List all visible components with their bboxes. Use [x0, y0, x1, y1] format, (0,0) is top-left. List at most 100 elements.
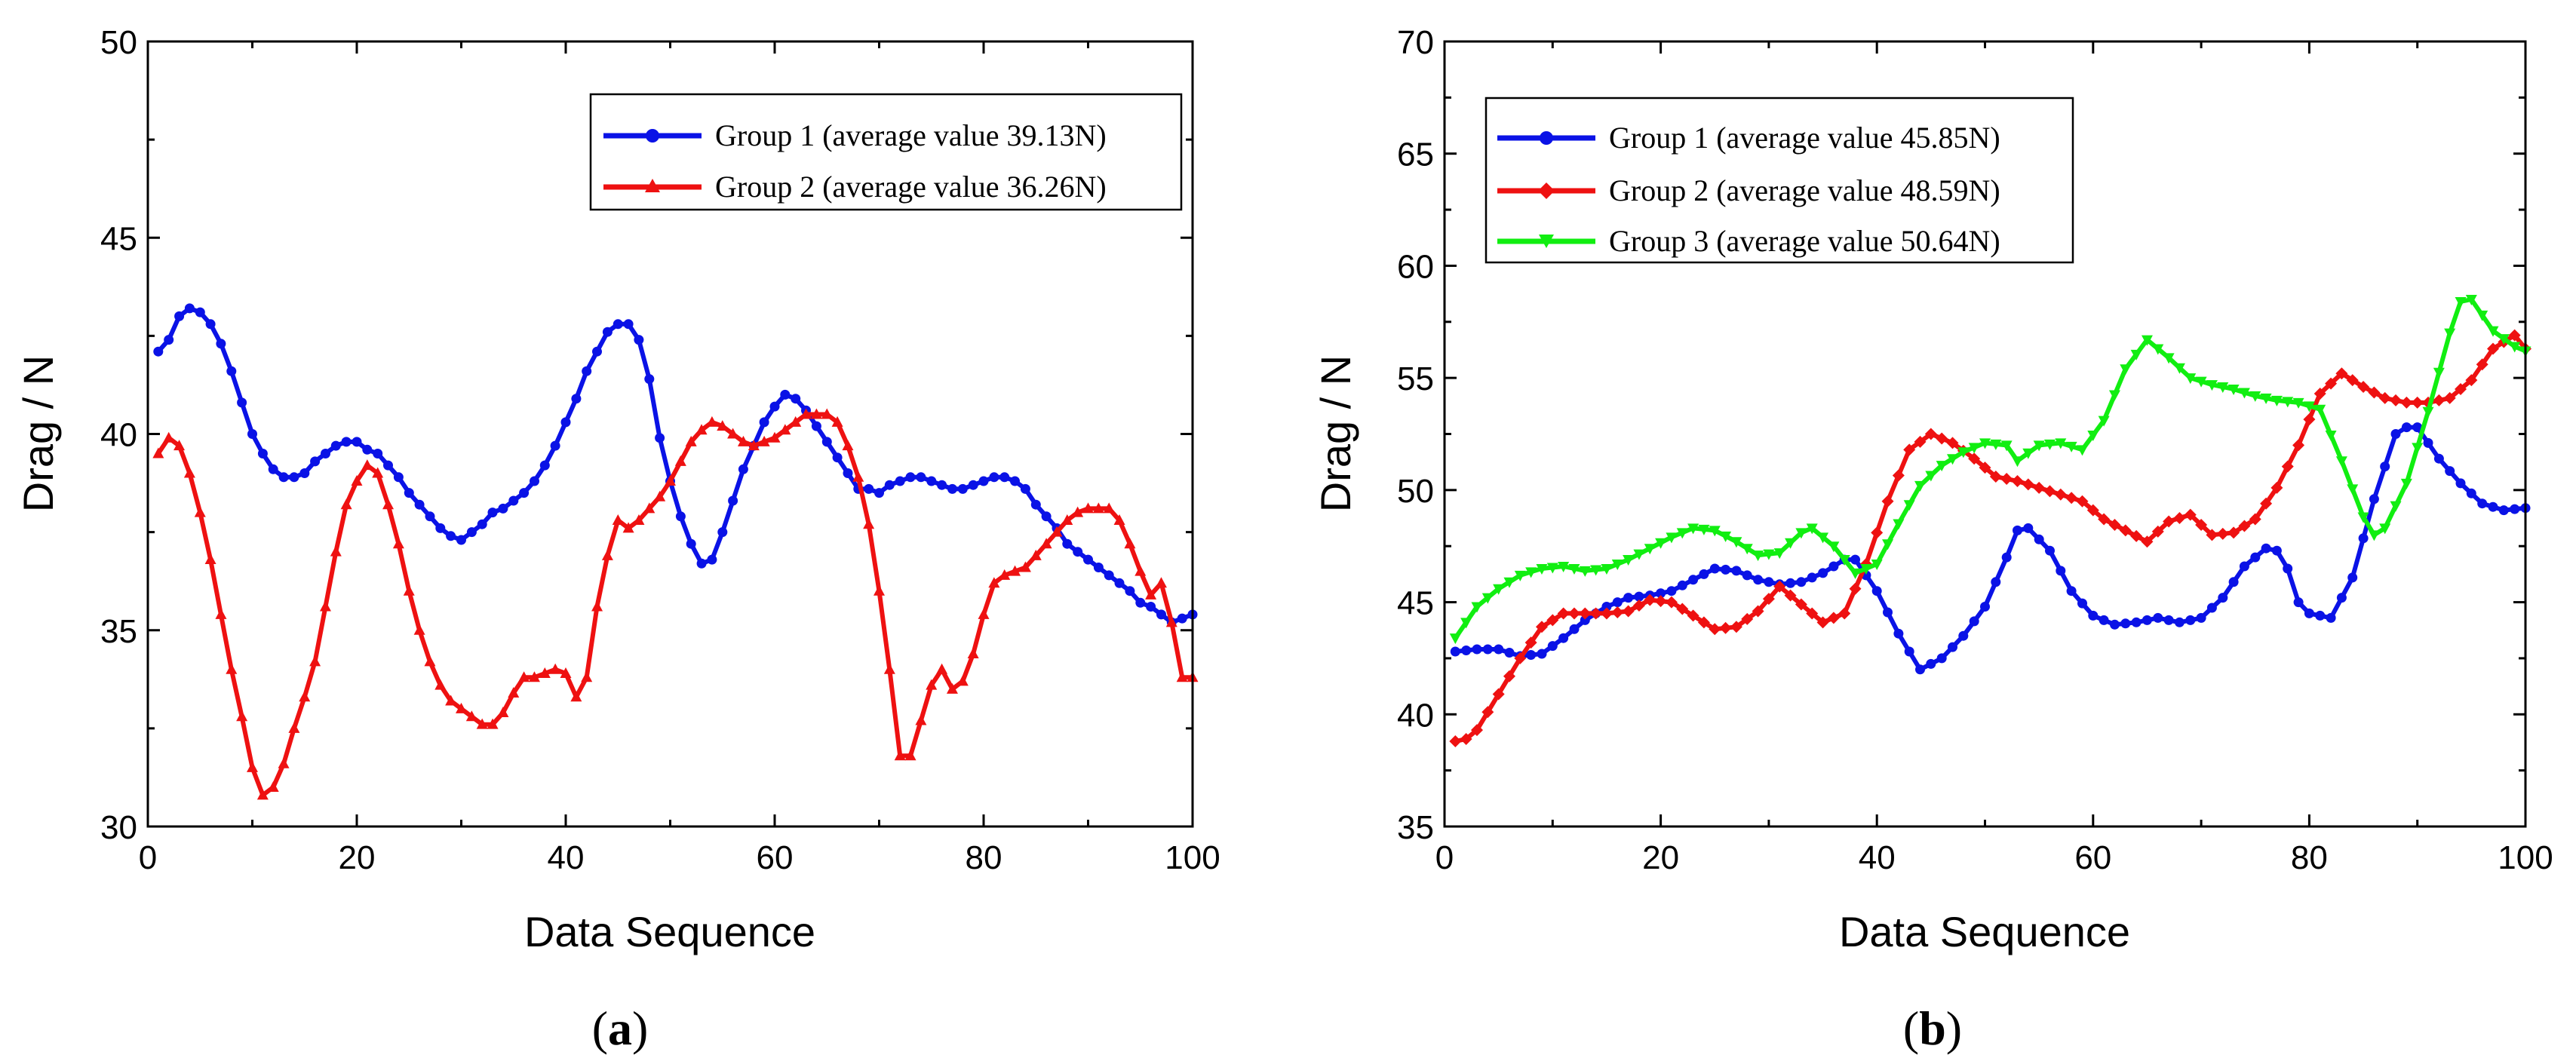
panel-a-series-1-point [226, 366, 237, 376]
panel-b-series-3-point [1838, 555, 1850, 566]
panel-b-series-2-point [2163, 515, 2175, 528]
panel-a-series-1-point [174, 311, 185, 321]
panel-b-series-1-point [1828, 561, 1839, 572]
panel-b-series-3-point [1957, 447, 1970, 458]
panel-b-series-3-point [2108, 390, 2120, 401]
panel-b-series-3-point [2228, 385, 2240, 396]
panel-b-series-1-point [1569, 624, 1580, 634]
panel-b-series-3-point [1590, 565, 1602, 576]
panel-b-series-2-point [2195, 518, 2208, 531]
panel-a-series-1-point [864, 483, 874, 494]
panel-b-series-3-point [1828, 541, 1840, 553]
panel-b-series [1449, 295, 2531, 747]
panel-a-series-1-point [278, 472, 289, 483]
panel-b-series-3-point [2055, 438, 2067, 449]
panel-a-x-axis-title: Data Sequence [524, 908, 815, 955]
panel-a-series-1-point [362, 444, 373, 455]
panel-a-series-1-point [832, 452, 843, 463]
panel-a-series-1-point [1010, 476, 1020, 486]
panel-b-series-2-point [1849, 582, 1862, 595]
panel-b-series-3-point [2476, 310, 2488, 321]
panel-b-series-2-point [2206, 529, 2218, 541]
panel-b-series-1-point [2163, 615, 2174, 625]
panel-b-series-1-point [1677, 580, 1687, 590]
panel-a-series-1-point [916, 472, 926, 483]
panel-a-series-1-point [780, 389, 791, 400]
panel-b-series-1-point [2293, 597, 2304, 608]
panel-b-series-1-point [1904, 646, 1914, 657]
panel-b-series-2-point [1665, 596, 1678, 609]
panel-a-series-2-point [622, 522, 634, 533]
panel-b-series-3-point [2357, 512, 2369, 523]
panel-b-x-tick-label: 60 [2074, 839, 2111, 876]
panel-b-series-2-point [1600, 607, 1613, 620]
panel-b-series-1-point [2034, 534, 2044, 544]
panel-a-series-2-point [497, 707, 509, 718]
panel-a-series-1-point [446, 531, 456, 541]
panel-b-series-1-point [1850, 554, 1860, 565]
panel-a-series-2-point [194, 506, 206, 517]
panel-a-legend-item-1: Group 2 (average value 36.26N) [603, 170, 1107, 204]
panel-b-series-3-point [2195, 376, 2207, 388]
panel-b-series-1-point [2131, 617, 2142, 627]
panel-b-series-3-point [2043, 439, 2056, 450]
panel-b-series-1-point [2185, 615, 2196, 625]
panel-a-series-2-point [163, 431, 175, 443]
panel-b-series-2 [1449, 329, 2531, 747]
panel-b-series-1-point [2390, 429, 2401, 439]
panel-b-series-3-point [2347, 484, 2359, 495]
panel-b-series-3-point [1481, 593, 1494, 604]
panel-b-series-1-point [1623, 593, 1634, 603]
panel-a-series-1-line [156, 305, 1194, 625]
panel-b-series-3-point [1730, 537, 1742, 548]
panel-b-series-1-point [2488, 501, 2498, 512]
panel-b-series-1-point [1969, 616, 1979, 627]
panel-a-series-2-point [183, 467, 195, 478]
panel-a-series-1-point [1125, 586, 1135, 596]
panel-b-series-3-point [1558, 561, 1570, 572]
panel-b-series-3-point [2314, 404, 2326, 416]
panel-a-series-1-point [530, 476, 539, 486]
panel-b-series-3-point [1687, 523, 1699, 535]
panel-b-series-2-point [1968, 452, 1981, 465]
panel-b-series-1-point [1753, 575, 1764, 585]
panel-b-series-3-point [1601, 563, 1613, 575]
panel-b-series-3-point [2292, 397, 2304, 409]
panel-a-series-2-point [633, 514, 645, 526]
panel-b-series-2-point [1979, 462, 1991, 474]
panel-b-series-2-point [2238, 520, 2251, 532]
panel-b-series-2-point [1460, 733, 1472, 746]
panel-b-series-2-point [1730, 621, 1742, 633]
panel-b-series-1-point [2206, 603, 2217, 613]
panel-b-series-1-point [1558, 633, 1569, 643]
panel-a-series-2-point [717, 420, 729, 431]
panel-b-series-3-point [2282, 397, 2294, 408]
panel-b-series-2-point [2065, 492, 2078, 504]
panel-a-series-1-point [289, 472, 299, 483]
panel-b-series-1-point [1958, 630, 1969, 641]
panel-a-series-2-point [299, 691, 311, 702]
panel-b-series-1-point [1688, 575, 1699, 585]
panel-a-legend-0-label: Group 1 (average value 39.13N) [715, 118, 1107, 152]
panel-b-series-2-point [2508, 329, 2521, 342]
panel-b-series-1-point [2358, 533, 2369, 544]
panel-b-series-2-point [2216, 527, 2229, 540]
panel-a-series-1-point [560, 417, 571, 428]
panel-a-series-2-point [926, 679, 938, 690]
panel-b-series-1-point [2498, 505, 2509, 516]
panel-b-series-3-point [1817, 532, 1829, 544]
panel-a-series-2-point [1040, 538, 1052, 549]
panel-b-series-1-point [1991, 577, 2001, 587]
panel-a-series-2-point [1124, 538, 1136, 549]
panel-b-series-1-point [1612, 597, 1623, 608]
panel-b-series-3-point [2185, 373, 2197, 385]
panel-b-series-3-point [2011, 456, 2023, 468]
panel-a-series-1-point [487, 508, 498, 518]
panel-b-legend-item-1: Group 2 (average value 48.59N) [1497, 173, 2000, 207]
panel-a-y-tick-label: 30 [100, 809, 137, 846]
panel-b-series-1-point [1980, 602, 1990, 612]
panel-b-series-3-point [2120, 364, 2132, 376]
panel-a-series-1-point [843, 468, 853, 478]
panel-a-series-1-point [675, 511, 686, 522]
